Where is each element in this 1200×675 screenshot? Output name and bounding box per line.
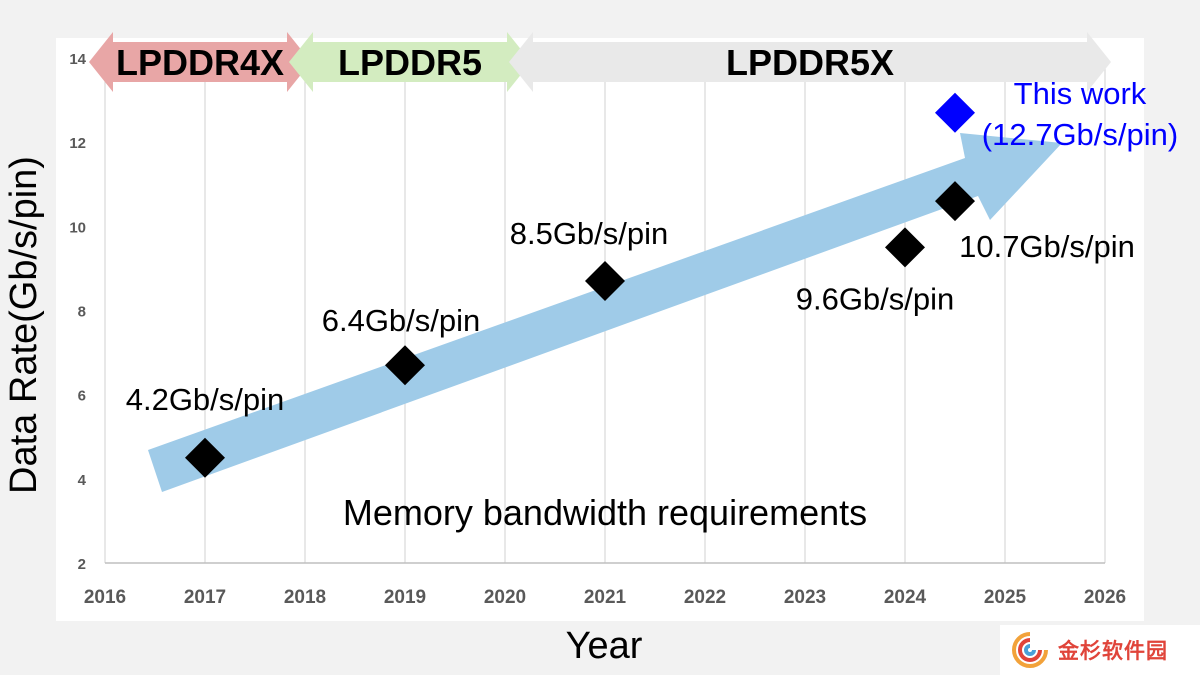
data-label: 4.2Gb/s/pin (126, 382, 285, 417)
watermark: 金杉软件园 (1000, 625, 1200, 675)
x-tick-label: 2021 (584, 587, 627, 608)
y-tick-label: 8 (78, 304, 86, 321)
y-tick-labels: 2 4 6 8 10 12 14 (69, 51, 86, 573)
data-point-marker (385, 345, 425, 386)
x-axis-label: Year (566, 625, 643, 667)
x-tick-label: 2024 (884, 587, 927, 608)
generation-arrow (509, 32, 1111, 92)
x-tick-label: 2016 (84, 587, 126, 608)
y-tick-label: 10 (69, 219, 86, 236)
watermark-text: 金杉软件园 (1058, 639, 1168, 663)
data-point-marker (935, 92, 975, 133)
trend-arrow-shape (148, 133, 1062, 492)
y-tick-label: 2 (78, 556, 86, 573)
x-tick-label: 2023 (784, 587, 826, 608)
y-tick-label: 6 (78, 388, 86, 405)
data-label: 9.6Gb/s/pin (796, 281, 955, 316)
generation-label: LPDDR5X (726, 42, 894, 83)
x-tick-labels: 2016 2017 2018 2019 2020 2021 2022 2023 2024 2025… (84, 587, 1126, 608)
watermark-logo-icon (1012, 632, 1048, 668)
x-tick-label: 2018 (284, 587, 326, 608)
data-point-marker (185, 437, 225, 478)
this-work-label: This work (1014, 76, 1147, 111)
y-tick-label: 4 (78, 472, 87, 489)
data-point-marker (585, 261, 625, 302)
data-points: 4.2Gb/s/pin 6.4Gb/s/pin 8.5Gb/s/pin 9.6Gb/s… (126, 76, 1178, 478)
generation-arrow (89, 32, 311, 92)
generation-label: LPDDR4X (116, 42, 284, 83)
y-axis-label: Data Rate(Gb/s/pin) (3, 156, 45, 494)
x-tick-label: 2019 (384, 587, 426, 608)
gridlines (104, 58, 1106, 563)
generation-arrow (289, 32, 531, 92)
y-tick-label: 12 (69, 135, 86, 152)
data-label: 10.7Gb/s/pin (959, 229, 1135, 264)
x-tick-label: 2022 (684, 587, 726, 608)
x-tick-label: 2025 (984, 587, 1027, 608)
generation-label: LPDDR5 (338, 42, 482, 83)
x-tick-label: 2020 (484, 587, 526, 608)
y-tick-label: 14 (69, 51, 86, 68)
generation-arrows: LPDDR4X LPDDR5 LPDDR5X (89, 32, 1111, 92)
trend-arrow-label: Memory bandwidth requirements (343, 492, 867, 533)
data-point-marker (885, 227, 925, 268)
trend-arrow: Memory bandwidth requirements (148, 133, 1062, 533)
data-label: 8.5Gb/s/pin (510, 216, 669, 251)
x-tick-label: 2017 (184, 587, 226, 608)
data-point-marker (935, 181, 975, 222)
x-tick-label: 2026 (1084, 587, 1126, 608)
data-label: 6.4Gb/s/pin (322, 303, 481, 338)
this-work-label: (12.7Gb/s/pin) (982, 117, 1178, 152)
